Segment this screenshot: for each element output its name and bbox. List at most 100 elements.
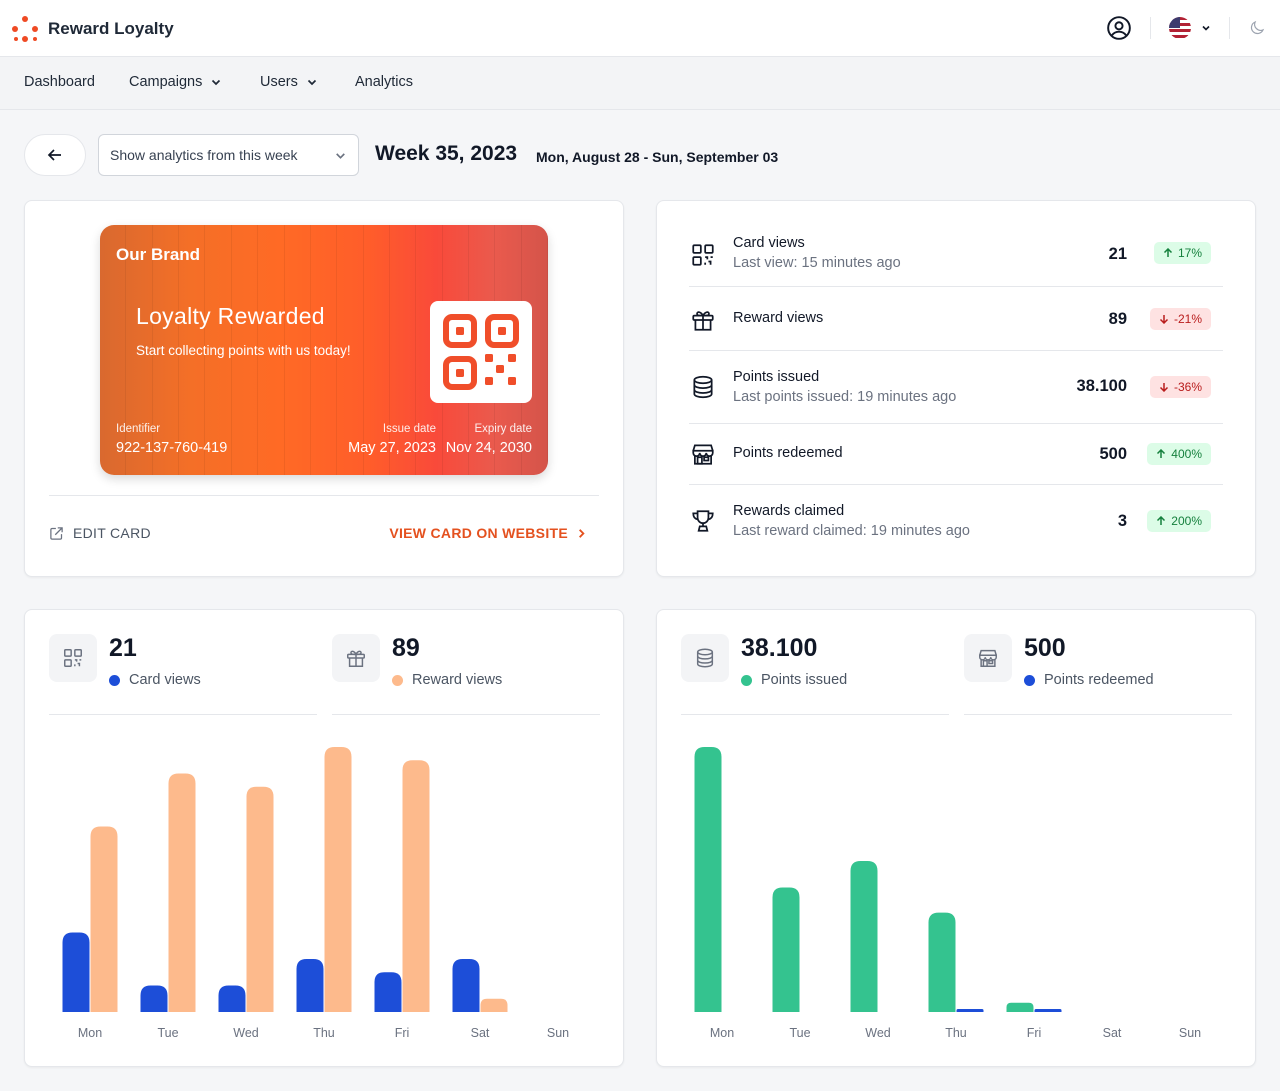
bar-reward-views-mon[interactable] <box>90 826 118 1013</box>
kpi-value: 21 <box>109 634 137 662</box>
arrow-up-icon <box>1163 248 1172 257</box>
view-card-label: VIEW CARD ON WEBSITE <box>389 525 568 541</box>
stat-row: Points redeemed 500 400% <box>689 424 1223 485</box>
bar-card-views-fri[interactable] <box>374 972 402 1012</box>
bar-reward-views-fri[interactable] <box>402 760 430 1012</box>
bar-card-views-mon[interactable] <box>62 932 90 1013</box>
stat-row: Reward views 89 -21% <box>689 287 1223 351</box>
stats-panel: Card views Last view: 15 minutes ago 21 … <box>656 200 1256 577</box>
trend-badge: 17% <box>1153 242 1211 264</box>
week-title: Week 35, 2023 <box>375 142 518 165</box>
brand[interactable]: Reward Loyalty <box>10 14 174 44</box>
x-tick-label: Mon <box>78 1026 102 1040</box>
divider <box>1150 17 1151 39</box>
loyalty-card-panel: Our Brand Loyalty Rewarded Start collect… <box>24 200 624 577</box>
x-tick-label: Sat <box>471 1026 490 1040</box>
edit-icon <box>50 526 63 540</box>
nav-dashboard-label: Dashboard <box>24 74 95 90</box>
kpi-label: Card views <box>129 672 201 688</box>
kpi-label: Points redeemed <box>1044 672 1154 688</box>
chevron-right-icon <box>579 528 585 538</box>
stat-value: 500 <box>1099 445 1127 463</box>
loyalty-card[interactable]: Our Brand Loyalty Rewarded Start collect… <box>100 225 548 475</box>
bar-card-views-tue[interactable] <box>140 985 168 1013</box>
card-subtitle: Start collecting points with us today! <box>136 343 351 358</box>
x-tick-label: Wed <box>865 1026 891 1040</box>
bar-reward-views-wed[interactable] <box>246 786 274 1012</box>
bar-reward-views-sat[interactable] <box>480 998 508 1012</box>
language-selector[interactable] <box>1169 17 1211 39</box>
x-tick-label: Sun <box>1179 1026 1201 1040</box>
bar-points-issued-wed[interactable] <box>850 860 878 1012</box>
bar-points-redeemed-thu[interactable] <box>956 1009 984 1012</box>
bar-points-issued-tue[interactable] <box>772 887 800 1012</box>
divider <box>332 714 600 715</box>
bar-card-views-thu[interactable] <box>296 959 324 1012</box>
arrow-down-icon <box>1159 315 1169 324</box>
issue-date-value: May 27, 2023 <box>348 440 436 456</box>
bar-points-redeemed-fri[interactable] <box>1034 1009 1062 1012</box>
kpi-legend: Points issued <box>741 672 847 688</box>
identifier-label: Identifier <box>116 423 161 435</box>
chevron-down-icon <box>307 79 316 86</box>
stat-label: Card views <box>733 235 805 251</box>
arrow-left-icon <box>47 149 61 161</box>
trend-value: 400% <box>1171 447 1202 461</box>
stat-sub: Last points issued: 19 minutes ago <box>733 389 957 405</box>
nav-dashboard[interactable]: Dashboard <box>24 74 95 90</box>
issue-date-label: Issue date <box>382 423 436 435</box>
period-select[interactable]: Show analytics from this week <box>98 134 359 176</box>
dark-mode-toggle-icon[interactable] <box>1248 19 1266 37</box>
x-tick-label: Sat <box>1103 1026 1122 1040</box>
chevron-down-icon <box>1202 25 1210 31</box>
trend-badge: -21% <box>1149 308 1211 330</box>
stat-row: Rewards claimed Last reward claimed: 19 … <box>689 485 1223 557</box>
stat-sub: Last reward claimed: 19 minutes ago <box>733 523 970 539</box>
bar-card-views-sat[interactable] <box>452 959 480 1012</box>
trend-value: 17% <box>1177 246 1202 260</box>
store-icon <box>964 634 1012 682</box>
brand-logo-icon <box>10 14 40 44</box>
back-button[interactable] <box>24 134 86 176</box>
chevron-down-icon <box>212 79 221 86</box>
arrow-up-icon <box>1157 449 1166 458</box>
stat-value: 3 <box>1117 512 1127 530</box>
stat-label: Points redeemed <box>733 445 843 461</box>
stat-row: Points issued Last points issued: 19 min… <box>689 351 1223 424</box>
bar-reward-views-tue[interactable] <box>168 773 196 1013</box>
top-bar: Reward Loyalty <box>0 0 1280 57</box>
edit-card-button[interactable]: EDIT CARD <box>49 525 151 541</box>
trend-badge: 200% <box>1147 510 1211 532</box>
qr-code-icon <box>49 634 97 682</box>
views-bar-chart: Mon Tue Wed Thu Fri Sat Sun <box>62 747 569 1040</box>
user-account-icon[interactable] <box>1106 15 1132 41</box>
bar-points-issued-thu[interactable] <box>928 912 956 1012</box>
edit-card-label: EDIT CARD <box>73 525 151 541</box>
expiry-date-value: Nov 24, 2030 <box>445 440 532 456</box>
bar-points-issued-mon[interactable] <box>694 747 722 1012</box>
nav-campaigns-label: Campaigns <box>129 74 203 90</box>
us-flag-icon <box>1169 17 1191 39</box>
trend-value: -21% <box>1173 312 1202 326</box>
stat-label: Rewards claimed <box>733 503 845 519</box>
bar-reward-views-thu[interactable] <box>324 747 352 1012</box>
x-tick-label: Thu <box>945 1026 967 1040</box>
kpi-value: 500 <box>1024 634 1066 662</box>
card-brand: Our Brand <box>116 245 201 264</box>
nav-campaigns[interactable]: Campaigns <box>129 74 222 90</box>
views-chart-panel: 21 Card views 89 Reward views Mon Tue Wed T… <box>24 609 624 1067</box>
kpi-label: Reward views <box>412 672 503 688</box>
store-icon <box>690 441 716 467</box>
bar-points-issued-fri[interactable] <box>1006 1002 1034 1012</box>
nav-users[interactable]: Users <box>260 74 318 90</box>
view-card-on-website-link[interactable]: VIEW CARD ON WEBSITE <box>389 525 587 541</box>
kpi-legend: Card views <box>109 672 201 688</box>
chevron-down-icon <box>336 153 345 159</box>
divider <box>964 714 1232 715</box>
bar-card-views-wed[interactable] <box>218 985 246 1013</box>
legend-dot <box>741 674 752 686</box>
kpi-label: Points issued <box>761 672 848 688</box>
nav-analytics[interactable]: Analytics <box>355 74 413 90</box>
x-tick-label: Sun <box>547 1026 569 1040</box>
stat-label: Reward views <box>733 310 824 326</box>
